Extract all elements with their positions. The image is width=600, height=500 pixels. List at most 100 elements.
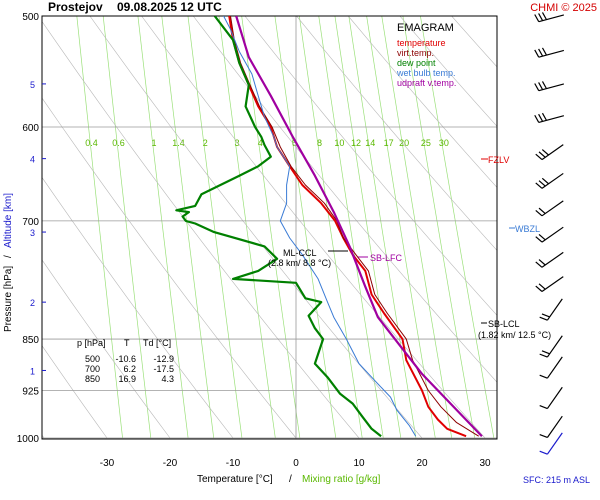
wind-barb-shaft: [541, 276, 564, 292]
pressure-tick-label: 850: [22, 335, 39, 346]
mixing-ratio-label: 0.4: [85, 138, 98, 148]
wind-barb-flag: [538, 259, 546, 266]
altitude-tick-label: 5: [30, 80, 35, 90]
mixing-ratio-line: [218, 16, 276, 439]
mixing-ratio-line: [76, 16, 123, 439]
mixing-ratio-label: 20: [399, 138, 409, 148]
ml-ccl-detail: (2.8 km/ 8.8 °C): [268, 258, 331, 268]
mixing-ratio-label: 8: [317, 138, 322, 148]
table-cell: -17.5: [153, 364, 174, 374]
table-cell: 500: [85, 354, 100, 364]
x-tick-label: 20: [416, 458, 428, 469]
dry-adiabat: [399, 16, 497, 127]
wind-barb-shaft: [546, 415, 563, 438]
wind-barb-flag: [534, 83, 540, 91]
wind-barb: [539, 415, 563, 439]
wind-barb-shaft: [546, 356, 563, 379]
y-label-pressure: Pressure [hPa]: [3, 266, 14, 332]
wind-barb-flag: [541, 313, 550, 318]
table-cell: -10.6: [115, 354, 136, 364]
legend: EMAGRAM temperature virt.temp. dew point…: [396, 22, 456, 88]
wind-barb-flag: [535, 285, 543, 292]
mixing-ratio-line: [274, 16, 337, 439]
wind-barb: [535, 226, 564, 243]
pressure-tick-label: 500: [22, 12, 39, 23]
wind-barb: [535, 172, 564, 189]
mixing-ratio-line: [137, 16, 189, 439]
wind-barb-flag: [541, 112, 548, 121]
wind-barb-flag: [541, 81, 548, 89]
wind-barb-flag: [538, 180, 546, 187]
wind-barb: [534, 112, 565, 124]
wind-barb-flag: [539, 450, 548, 455]
wind-barb-flag: [538, 283, 546, 290]
wind-barb: [535, 276, 564, 292]
wind-barb-flag: [534, 114, 540, 123]
wind-barb-flag: [541, 350, 550, 355]
wind-barb-flag: [538, 82, 544, 90]
pressure-tick-label: 600: [22, 123, 39, 134]
wind-barb-flag: [538, 113, 544, 122]
wind-barb-shaft: [546, 335, 563, 358]
wind-barb-flag: [538, 233, 546, 241]
sb-lcl-label: SB-LCL: [488, 319, 520, 329]
wind-barb: [539, 298, 563, 321]
wind-barb-flag: [541, 12, 548, 20]
mixing-ratio-label: 25: [421, 138, 431, 148]
plot-frame: [41, 15, 498, 440]
table-header-td: Td [°C]: [143, 338, 171, 348]
series-line-virt-temp-: [230, 16, 479, 437]
x-tick-label: -10: [226, 458, 241, 469]
x-label-mix: Mixing ratio [g/kg]: [302, 474, 381, 485]
x-tick-label: -30: [100, 458, 115, 469]
sfc-label: SFC: 215 m ASL: [523, 475, 590, 485]
wind-barb: [534, 81, 565, 92]
mixing-ratio-label: 30: [439, 138, 449, 148]
wind-barb-flag: [538, 48, 544, 57]
mixing-ratio-label: 10: [334, 138, 344, 148]
grid: [41, 15, 498, 440]
mixing-ratio-label: 12: [351, 138, 361, 148]
dry-adiabat: [141, 16, 486, 439]
dry-adiabat: [296, 16, 497, 251]
x-tick-label: 10: [353, 458, 365, 469]
pressure-tick-label: 1000: [17, 434, 40, 445]
legend-wet-bulb: wet bulb temp.: [396, 68, 456, 78]
wind-barb-flag: [534, 49, 540, 58]
mixing-ratio-line: [102, 16, 152, 439]
plot-background: [42, 16, 497, 439]
wind-barb-shaft: [538, 49, 565, 58]
wind-barb-flag: [541, 149, 549, 156]
dry-adiabat: [192, 16, 497, 383]
wind-barb: [535, 144, 564, 161]
wind-barb-flag: [535, 182, 543, 189]
wind-barb-flag: [535, 209, 543, 217]
wind-barb-flag: [535, 153, 543, 161]
mixing-ratio-line: [161, 16, 215, 439]
dry-adiabat: [42, 176, 234, 439]
mixing-ratio-line: [334, 16, 402, 439]
wind-barb-flag: [535, 261, 543, 268]
wind-barb: [535, 251, 564, 268]
series-line-udpraft-v-temp-: [235, 16, 483, 437]
table-cell: 850: [85, 374, 100, 384]
table-cell: -12.9: [153, 354, 174, 364]
wind-barb-flag: [538, 13, 544, 21]
profile-series: [175, 16, 483, 438]
wind-barb: [539, 432, 563, 455]
altitude-tick-label: 4: [30, 155, 35, 165]
mixing-ratio-line: [366, 16, 436, 439]
credit-text: CHMI © 2025: [530, 2, 597, 14]
table-cell: 16.9: [118, 374, 136, 384]
legend-dew-point: dew point: [397, 58, 436, 68]
mixing-ratio-line: [348, 16, 417, 439]
series-line-dew-point: [175, 16, 382, 438]
mixing-ratio-label: 0.6: [112, 138, 125, 148]
mixing-ratio-label: 17: [384, 138, 394, 148]
mixing-ratio-label: 6: [292, 138, 297, 148]
wind-barb: [534, 47, 565, 58]
mixing-ratio-line: [241, 16, 301, 439]
dry-adiabat: [42, 97, 297, 439]
